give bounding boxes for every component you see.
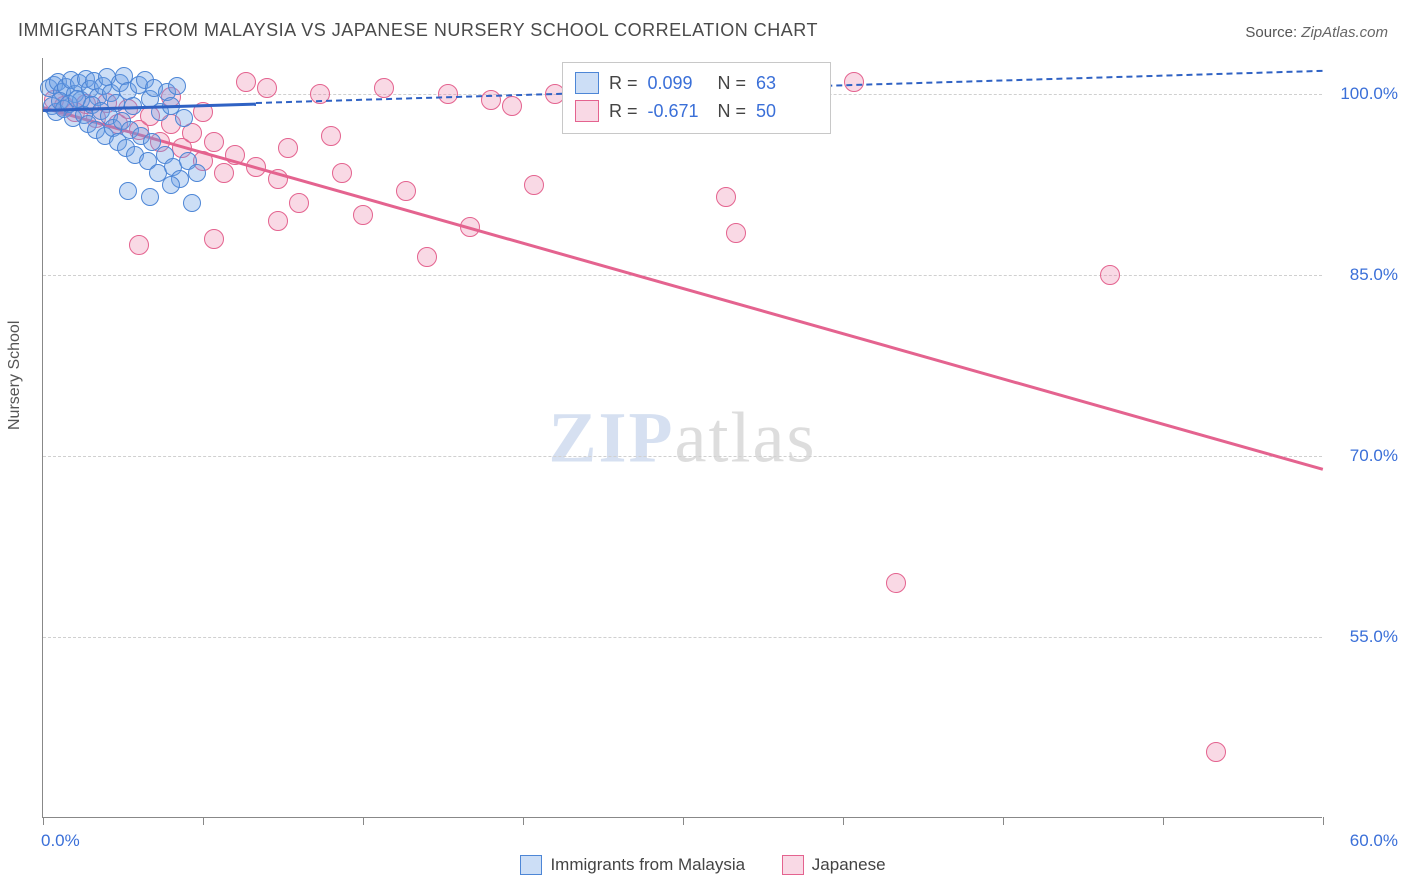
legend-item-pink: Japanese — [782, 855, 886, 875]
stats-swatch-blue — [575, 72, 599, 94]
source-prefix: Source: — [1245, 24, 1301, 41]
scatter-point-pink — [332, 163, 352, 183]
scatter-point-pink — [886, 573, 906, 593]
scatter-point-blue — [168, 77, 186, 95]
x-tick — [1003, 817, 1004, 825]
scatter-point-pink — [844, 72, 864, 92]
scatter-point-pink — [289, 193, 309, 213]
bottom-legend: Immigrants from Malaysia Japanese — [0, 855, 1406, 880]
scatter-point-pink — [214, 163, 234, 183]
source-name: ZipAtlas.com — [1301, 24, 1388, 41]
scatter-plot-area: ZIPatlas 100.0%85.0%70.0%55.0%0.0%60.0% — [42, 58, 1322, 818]
scatter-point-pink — [204, 132, 224, 152]
stats-r-value: -0.671 — [648, 97, 708, 125]
trend-line — [43, 106, 1324, 471]
x-tick — [683, 817, 684, 825]
x-tick — [363, 817, 364, 825]
y-tick-label: 100.0% — [1330, 84, 1398, 104]
watermark-atlas: atlas — [675, 397, 817, 477]
scatter-point-pink — [396, 181, 416, 201]
stats-row-blue: R = 0.099 N = 63 — [575, 69, 816, 97]
legend-item-blue: Immigrants from Malaysia — [520, 855, 745, 875]
scatter-point-pink — [726, 223, 746, 243]
x-tick — [523, 817, 524, 825]
stats-r-value: 0.099 — [648, 69, 708, 97]
legend-label-blue: Immigrants from Malaysia — [550, 855, 745, 875]
y-tick-label: 70.0% — [1330, 446, 1398, 466]
scatter-point-pink — [257, 78, 277, 98]
scatter-point-pink — [353, 205, 373, 225]
scatter-point-pink — [481, 90, 501, 110]
scatter-point-pink — [236, 72, 256, 92]
grid-line — [43, 456, 1322, 457]
x-tick — [203, 817, 204, 825]
x-tick — [1323, 817, 1324, 825]
x-tick — [843, 817, 844, 825]
scatter-point-blue — [175, 109, 193, 127]
scatter-point-pink — [321, 126, 341, 146]
scatter-point-pink — [417, 247, 437, 267]
y-tick-label: 55.0% — [1330, 627, 1398, 647]
scatter-point-pink — [1100, 265, 1120, 285]
y-axis-label: Nursery School — [6, 321, 24, 430]
legend-swatch-pink — [782, 855, 804, 875]
stats-r-eq: R = — [609, 97, 638, 125]
scatter-point-pink — [1206, 742, 1226, 762]
watermark-zip: ZIP — [549, 397, 675, 477]
y-tick-label: 85.0% — [1330, 265, 1398, 285]
scatter-point-blue — [183, 194, 201, 212]
stats-row-pink: R = -0.671 N = 50 — [575, 97, 816, 125]
stats-legend: R = 0.099 N = 63 R = -0.671 N = 50 — [562, 62, 831, 134]
scatter-point-pink — [278, 138, 298, 158]
chart-title: IMMIGRANTS FROM MALAYSIA VS JAPANESE NUR… — [18, 20, 818, 41]
legend-label-pink: Japanese — [812, 855, 886, 875]
grid-line — [43, 637, 1322, 638]
stats-n-value: 63 — [756, 69, 816, 97]
scatter-point-blue — [119, 182, 137, 200]
scatter-point-blue — [162, 176, 180, 194]
scatter-point-blue — [141, 188, 159, 206]
scatter-point-pink — [438, 84, 458, 104]
x-tick — [1163, 817, 1164, 825]
x-tick — [43, 817, 44, 825]
x-tick-label-min: 0.0% — [41, 831, 80, 851]
scatter-point-pink — [129, 235, 149, 255]
scatter-point-pink — [204, 229, 224, 249]
x-tick-label-max: 60.0% — [1350, 831, 1398, 851]
stats-swatch-pink — [575, 100, 599, 122]
stats-n-eq: N = — [718, 97, 747, 125]
grid-line — [43, 275, 1322, 276]
scatter-point-pink — [524, 175, 544, 195]
stats-n-eq: N = — [718, 69, 747, 97]
scatter-point-blue — [188, 164, 206, 182]
source-attribution: Source: ZipAtlas.com — [1245, 24, 1388, 41]
scatter-point-pink — [502, 96, 522, 116]
stats-n-value: 50 — [756, 97, 816, 125]
scatter-point-pink — [716, 187, 736, 207]
watermark: ZIPatlas — [549, 396, 817, 479]
scatter-point-pink — [268, 211, 288, 231]
legend-swatch-blue — [520, 855, 542, 875]
scatter-point-pink — [374, 78, 394, 98]
stats-r-eq: R = — [609, 69, 638, 97]
